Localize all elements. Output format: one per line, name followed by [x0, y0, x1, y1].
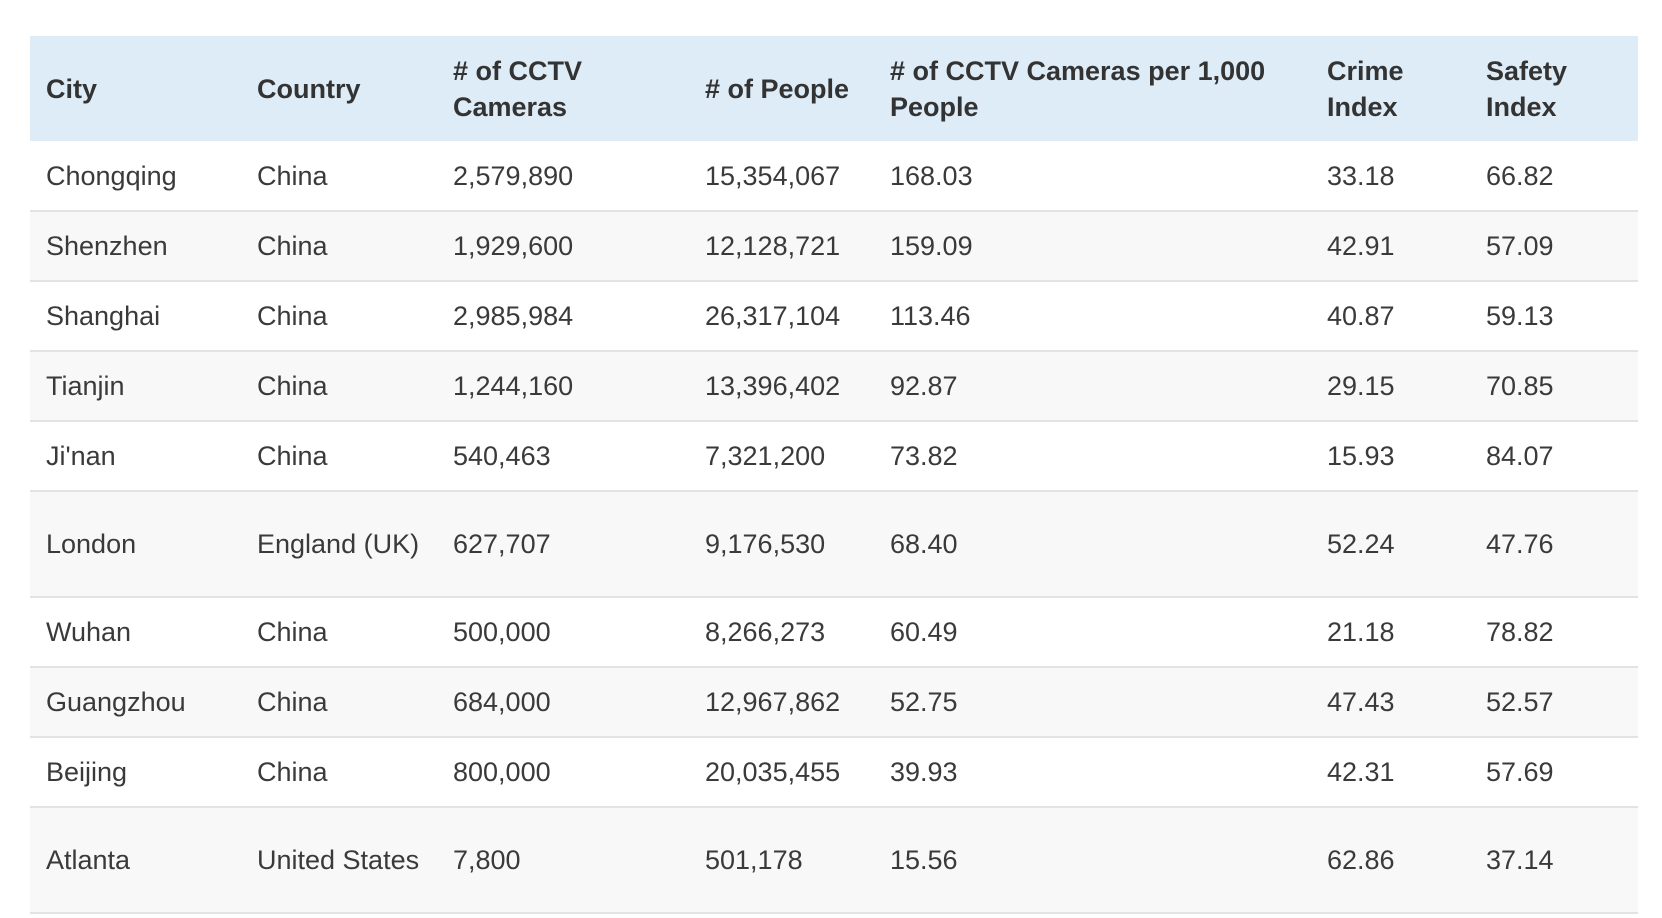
cell-cameras-per-1000: 159.09 — [874, 211, 1311, 282]
header-cameras-per-1000: # of CCTV Cameras per 1,000 People — [874, 36, 1311, 141]
table-row: Chongqing China 2,579,890 15,354,067 168… — [30, 141, 1638, 212]
cell-safety-index: 52.57 — [1470, 667, 1638, 738]
cell-country: China — [241, 667, 437, 738]
table-row: Shenzhen China 1,929,600 12,128,721 159.… — [30, 211, 1638, 282]
table-body: Chongqing China 2,579,890 15,354,067 168… — [30, 141, 1638, 914]
table-row: Tianjin China 1,244,160 13,396,402 92.87… — [30, 351, 1638, 422]
cell-cameras-per-1000: 68.40 — [874, 491, 1311, 598]
cell-city: London — [30, 491, 241, 598]
cell-crime-index: 15.93 — [1311, 421, 1470, 492]
cell-cctv-cameras: 627,707 — [437, 491, 689, 598]
cell-cctv-cameras: 684,000 — [437, 667, 689, 738]
cell-country: China — [241, 211, 437, 282]
cell-country: England (UK) — [241, 491, 437, 598]
cell-cctv-cameras: 2,985,984 — [437, 281, 689, 352]
cell-city: Guangzhou — [30, 667, 241, 738]
cell-country: China — [241, 281, 437, 352]
cell-country: China — [241, 737, 437, 808]
cell-cameras-per-1000: 60.49 — [874, 597, 1311, 668]
header-city: City — [30, 36, 241, 141]
header-people: # of People — [689, 36, 874, 141]
cell-people: 7,321,200 — [689, 421, 874, 492]
cell-people: 13,396,402 — [689, 351, 874, 422]
cell-people: 26,317,104 — [689, 281, 874, 352]
header-crime-index: Crime Index — [1311, 36, 1470, 141]
cell-cctv-cameras: 2,579,890 — [437, 141, 689, 212]
cell-city: Tianjin — [30, 351, 241, 422]
cell-city: Shenzhen — [30, 211, 241, 282]
cell-crime-index: 42.31 — [1311, 737, 1470, 808]
cell-country: United States — [241, 807, 437, 914]
cell-city: Wuhan — [30, 597, 241, 668]
cctv-table-container: City Country # of CCTV Cameras # of Peop… — [30, 36, 1638, 914]
cell-people: 20,035,455 — [689, 737, 874, 808]
cell-safety-index: 59.13 — [1470, 281, 1638, 352]
cell-safety-index: 70.85 — [1470, 351, 1638, 422]
cell-city: Shanghai — [30, 281, 241, 352]
cell-cameras-per-1000: 92.87 — [874, 351, 1311, 422]
cell-city: Beijing — [30, 737, 241, 808]
header-row: City Country # of CCTV Cameras # of Peop… — [30, 36, 1638, 141]
cell-cctv-cameras: 7,800 — [437, 807, 689, 914]
cell-cctv-cameras: 1,929,600 — [437, 211, 689, 282]
cell-country: China — [241, 141, 437, 212]
cell-crime-index: 21.18 — [1311, 597, 1470, 668]
cell-cctv-cameras: 1,244,160 — [437, 351, 689, 422]
cell-crime-index: 52.24 — [1311, 491, 1470, 598]
cell-cctv-cameras: 500,000 — [437, 597, 689, 668]
cell-city: Chongqing — [30, 141, 241, 212]
cell-people: 15,354,067 — [689, 141, 874, 212]
cell-people: 12,128,721 — [689, 211, 874, 282]
cell-cameras-per-1000: 168.03 — [874, 141, 1311, 212]
cell-safety-index: 57.09 — [1470, 211, 1638, 282]
cell-people: 8,266,273 — [689, 597, 874, 668]
cell-cameras-per-1000: 52.75 — [874, 667, 1311, 738]
cell-cameras-per-1000: 39.93 — [874, 737, 1311, 808]
cell-safety-index: 57.69 — [1470, 737, 1638, 808]
cell-cctv-cameras: 800,000 — [437, 737, 689, 808]
cell-cameras-per-1000: 73.82 — [874, 421, 1311, 492]
cell-people: 12,967,862 — [689, 667, 874, 738]
cell-cctv-cameras: 540,463 — [437, 421, 689, 492]
header-cctv-cameras: # of CCTV Cameras — [437, 36, 689, 141]
header-safety-index: Safety Index — [1470, 36, 1638, 141]
cell-crime-index: 29.15 — [1311, 351, 1470, 422]
cell-safety-index: 37.14 — [1470, 807, 1638, 914]
cell-safety-index: 47.76 — [1470, 491, 1638, 598]
cell-crime-index: 47.43 — [1311, 667, 1470, 738]
cell-crime-index: 40.87 — [1311, 281, 1470, 352]
cell-country: China — [241, 597, 437, 668]
cell-city: Ji'nan — [30, 421, 241, 492]
cell-crime-index: 33.18 — [1311, 141, 1470, 212]
table-row: Ji'nan China 540,463 7,321,200 73.82 15.… — [30, 421, 1638, 492]
cell-safety-index: 66.82 — [1470, 141, 1638, 212]
table-row: Wuhan China 500,000 8,266,273 60.49 21.1… — [30, 597, 1638, 668]
cell-safety-index: 84.07 — [1470, 421, 1638, 492]
cell-cameras-per-1000: 15.56 — [874, 807, 1311, 914]
table-row: Guangzhou China 684,000 12,967,862 52.75… — [30, 667, 1638, 738]
table-row: London England (UK) 627,707 9,176,530 68… — [30, 491, 1638, 598]
cell-crime-index: 42.91 — [1311, 211, 1470, 282]
cell-people: 9,176,530 — [689, 491, 874, 598]
table-row: Beijing China 800,000 20,035,455 39.93 4… — [30, 737, 1638, 808]
cctv-table: City Country # of CCTV Cameras # of Peop… — [30, 36, 1638, 914]
table-row: Shanghai China 2,985,984 26,317,104 113.… — [30, 281, 1638, 352]
cell-cameras-per-1000: 113.46 — [874, 281, 1311, 352]
table-header: City Country # of CCTV Cameras # of Peop… — [30, 36, 1638, 141]
cell-city: Atlanta — [30, 807, 241, 914]
cell-crime-index: 62.86 — [1311, 807, 1470, 914]
table-row: Atlanta United States 7,800 501,178 15.5… — [30, 807, 1638, 914]
cell-country: China — [241, 351, 437, 422]
cell-people: 501,178 — [689, 807, 874, 914]
cell-country: China — [241, 421, 437, 492]
cell-safety-index: 78.82 — [1470, 597, 1638, 668]
header-country: Country — [241, 36, 437, 141]
